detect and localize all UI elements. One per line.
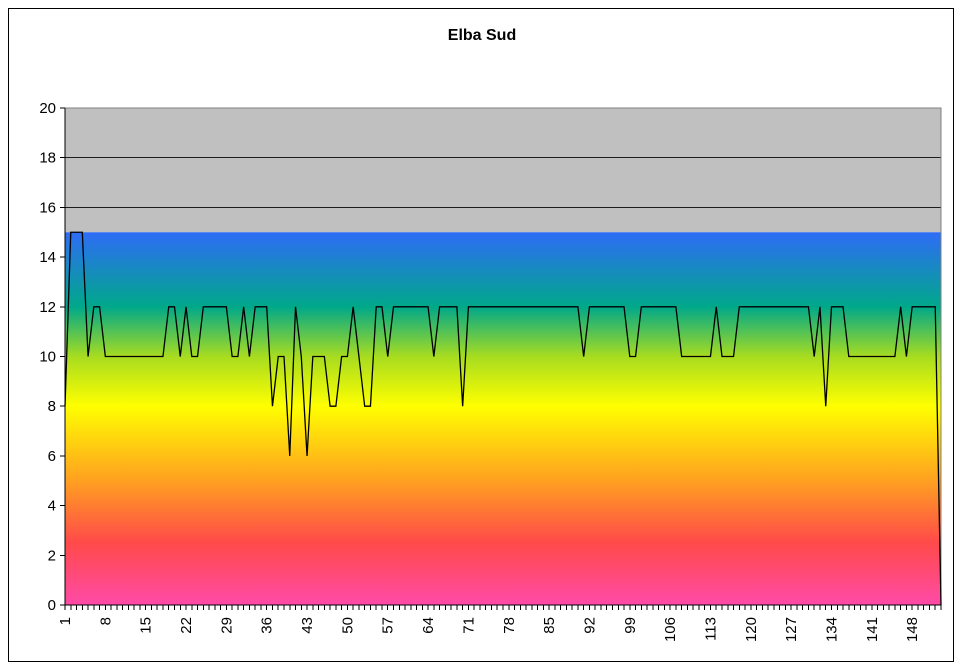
x-tick-label: 120 [743,617,760,642]
y-tick-label: 8 [48,398,56,415]
x-tick-label: 85 [541,617,558,634]
x-tick-label: 134 [824,617,841,642]
x-tick-label: 92 [581,617,598,634]
x-tick-label: 148 [904,617,921,642]
band-gradient [65,232,941,605]
x-tick-label: 15 [138,617,155,634]
x-tick-label: 1 [57,617,74,625]
x-tick-label: 141 [864,617,881,642]
y-tick-label: 20 [39,100,56,117]
y-tick-label: 2 [48,547,56,564]
chart-title: Elba Sud [447,27,517,44]
x-tick-label: 106 [662,617,679,642]
y-tick-label: 10 [39,349,56,366]
x-tick-label: 113 [702,617,719,641]
x-tick-label: 50 [339,617,356,634]
x-tick-label: 29 [218,617,235,634]
band-upper [65,108,941,233]
x-tick-label: 22 [178,617,195,634]
y-tick-label: 12 [39,299,56,316]
y-tick-label: 18 [39,150,56,167]
y-tick-label: 16 [39,199,56,216]
x-tick-label: 8 [97,617,114,625]
y-tick-label: 6 [48,448,56,465]
x-tick-label: 78 [501,617,518,634]
x-tick-label: 36 [259,617,276,634]
y-tick-label: 14 [39,249,56,266]
y-tick-label: 0 [48,597,56,614]
x-tick-label: 127 [783,617,800,642]
x-tick-label: 64 [420,617,437,634]
x-tick-label: 71 [460,617,477,634]
y-tick-label: 4 [48,498,56,515]
x-tick-label: 57 [380,617,397,634]
x-tick-label: 43 [299,617,316,634]
series-line [64,231,942,606]
x-tick-label: 99 [622,617,639,634]
